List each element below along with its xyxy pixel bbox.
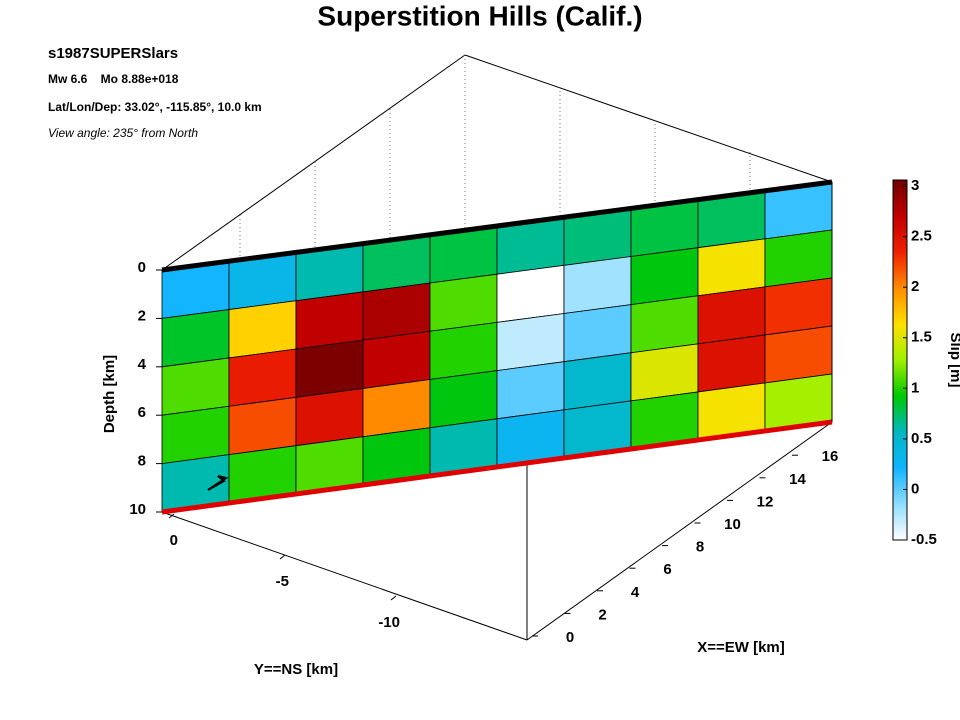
colorbar-tick-label: 1.5 (911, 329, 932, 346)
colorbar-tick-label: 2 (911, 278, 919, 295)
slip-cell (496, 264, 565, 323)
slip-cell (563, 256, 632, 314)
slip-cell (362, 379, 431, 438)
colorbar-tick-label: 0 (911, 480, 919, 497)
colorbar-label: Slip [m] (947, 333, 960, 388)
colorbar-tick-label: -0.5 (911, 531, 937, 548)
y-tick (390, 595, 397, 601)
z-tick-label: 8 (138, 453, 146, 470)
slip-cell (764, 325, 833, 384)
slip-cell (630, 295, 699, 354)
slip-cell (697, 286, 766, 345)
x-tick-label: 6 (663, 561, 671, 578)
x-tick-label: 14 (789, 471, 806, 488)
colorbar-tick-label: 0.5 (911, 430, 932, 447)
slip-cell (362, 282, 431, 341)
rake-arrow (207, 475, 229, 491)
slip-cell (697, 238, 766, 297)
slip-cell (630, 343, 699, 402)
slip-cell (496, 361, 565, 420)
chart-title: Superstition Hills (Calif.) (317, 0, 642, 31)
slip-cell (161, 357, 230, 416)
y-tick (168, 513, 175, 519)
slip-cell (228, 396, 297, 456)
z-axis-label: Depth [km] (101, 355, 118, 433)
x-tick-label: 16 (822, 448, 839, 465)
box-edge (526, 421, 833, 641)
z-tick-label: 6 (138, 404, 146, 421)
colorbar: -0.5 0 0.5 1 1.5 2 2.5 3 (892, 177, 937, 548)
x-tick-label: 0 (566, 629, 574, 646)
slip-cell (496, 313, 565, 372)
x-tick-label: 2 (598, 606, 606, 623)
z-tick-label: 2 (138, 307, 146, 324)
slip-cell (764, 229, 833, 288)
colorbar-tick-label: 3 (911, 177, 919, 194)
slip-cell (161, 309, 230, 368)
z-tick-label: 0 (138, 259, 146, 276)
y-tick-label: -5 (276, 573, 289, 590)
slip-cell (563, 352, 632, 411)
z-tick-label: 10 (129, 501, 146, 518)
box-edge (161, 511, 528, 641)
colorbar-tick-label: 2.5 (911, 228, 932, 245)
slip-cell (429, 273, 498, 332)
slip-cell (161, 405, 230, 465)
slip-cell (228, 300, 297, 359)
slip-cell (228, 348, 297, 407)
slip-cell (563, 304, 632, 363)
box-edge (464, 54, 833, 183)
y-tick-label: -10 (378, 614, 400, 631)
slip-cell (295, 387, 364, 447)
slip-cell (429, 370, 498, 429)
x-tick-label: 12 (757, 493, 774, 510)
slip-cell (295, 291, 364, 350)
event-name: s1987SUPERSlars (48, 45, 178, 62)
fault-bottom-edge (161, 419, 833, 515)
slip-cell (362, 330, 431, 389)
view-angle: View angle: 235° from North (48, 126, 198, 140)
box-edge (161, 54, 466, 271)
x-tick-label: 4 (631, 584, 640, 601)
colorbar-tick-label: 1 (911, 379, 919, 396)
slip-cell (630, 247, 699, 306)
slip-cells (161, 181, 833, 513)
slip-cell (429, 321, 498, 380)
y-tick (279, 554, 286, 560)
fault-top-edge (161, 179, 833, 273)
y-axis-label: Y==NS [km] (254, 661, 338, 678)
x-tick-label: 8 (696, 539, 704, 556)
slip-cell (295, 339, 364, 398)
colorbar-scale (892, 179, 908, 541)
x-axis-label: X==EW [km] (697, 639, 785, 656)
z-tick-label: 4 (138, 356, 147, 373)
slip-cell (697, 334, 766, 393)
y-tick-label: 0 (170, 532, 178, 549)
location: Lat/Lon/Dep: 33.02°, -115.85°, 10.0 km (48, 100, 262, 114)
x-tick-label: 10 (724, 516, 741, 533)
slip-cell (764, 277, 833, 336)
magnitude: Mw 6.6 Mo 8.88e+018 (48, 72, 179, 86)
